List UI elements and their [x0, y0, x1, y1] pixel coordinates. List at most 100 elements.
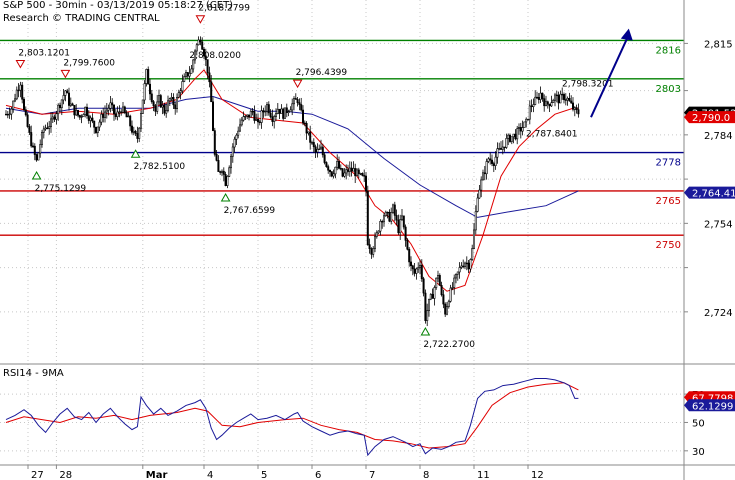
rsi-box: [684, 399, 735, 412]
candle-body: [100, 113, 103, 123]
candle-body: [134, 130, 137, 134]
candle-body: [510, 136, 513, 142]
candle-body: [78, 114, 81, 118]
candle-body: [116, 111, 119, 117]
candle-body: [96, 126, 99, 133]
candle-body: [40, 131, 43, 145]
candle-body: [255, 119, 258, 121]
candle-body: [413, 268, 416, 274]
candle-body: [557, 94, 560, 104]
candle-body: [62, 95, 65, 101]
candle-body: [235, 134, 238, 140]
candle-body: [222, 170, 225, 175]
candle-body: [327, 166, 330, 171]
price-annotation: 2,782.5100: [134, 162, 186, 172]
candle-body: [49, 118, 52, 127]
candle-body: [395, 215, 398, 221]
candle-body: [28, 126, 31, 133]
candle-body: [188, 72, 191, 77]
candle-body: [276, 108, 279, 114]
price-tick-label: 2,784: [704, 131, 733, 142]
candle-body: [215, 154, 218, 161]
candle-body: [438, 275, 441, 286]
candle-body: [294, 98, 297, 100]
candle-body: [575, 107, 578, 110]
candle-body: [208, 72, 211, 83]
candle-body: [120, 111, 123, 113]
candle-body: [264, 110, 267, 113]
candle-body: [256, 119, 259, 123]
candle-body: [386, 211, 389, 214]
candle-body: [368, 244, 371, 250]
candle-body: [177, 92, 180, 98]
rsi-title: RSI14 - 9MA: [3, 368, 64, 379]
peak-marker: [60, 69, 71, 79]
candle-body: [283, 107, 286, 119]
rsi-tick-label: 50: [692, 418, 705, 429]
trough-marker: [31, 171, 42, 180]
candle-body: [496, 148, 499, 158]
level-label: 2778: [656, 158, 681, 169]
candle-body: [555, 94, 558, 97]
candle-body: [71, 103, 74, 106]
candle-body: [84, 106, 87, 115]
candle-body: [420, 264, 423, 280]
candle-body: [69, 103, 72, 106]
candle-body: [436, 275, 439, 279]
candle-body: [408, 248, 411, 263]
candle-body: [30, 132, 33, 147]
candle-body: [138, 127, 141, 139]
candle-body: [118, 111, 121, 113]
rsi-box-label: 62.1299: [692, 401, 733, 412]
candle-body: [480, 179, 483, 191]
candle-body: [39, 144, 42, 154]
candle-body: [483, 172, 486, 175]
candle-body: [12, 100, 15, 110]
candle-body: [244, 115, 247, 118]
price-annotation: 2,767.6599: [224, 206, 276, 216]
price-annotation: 2,808.0200: [189, 51, 241, 61]
chart-source: Research © TRADING CENTRAL: [3, 13, 160, 24]
candle-body: [341, 168, 344, 177]
candle-body: [523, 121, 526, 128]
candle-body: [217, 160, 220, 172]
level-label: 2803: [656, 84, 681, 95]
candle-body: [292, 98, 295, 105]
peak-marker: [15, 59, 26, 69]
candle-body: [143, 83, 146, 101]
price-tick-label: 2,724: [704, 308, 733, 319]
candle-body: [190, 68, 193, 74]
candle-body: [89, 117, 92, 121]
candle-body: [447, 300, 450, 307]
candle-body: [161, 105, 164, 108]
candle-body: [274, 113, 277, 117]
candle-body: [253, 110, 256, 121]
candle-body: [332, 173, 335, 177]
candle-body: [485, 161, 488, 175]
candle-body: [226, 176, 229, 186]
candle-body: [132, 130, 135, 133]
candle-body: [537, 97, 540, 100]
candle-body: [37, 152, 40, 161]
rsi-line: [5, 378, 579, 457]
candle-body: [181, 81, 184, 92]
candle-body: [267, 104, 270, 114]
candle-body: [409, 261, 412, 267]
candle-body: [224, 174, 227, 186]
candle-body: [183, 76, 186, 82]
candle-body: [507, 134, 510, 139]
candle-body: [471, 248, 474, 260]
candle-body: [105, 109, 108, 113]
candle-body: [492, 163, 495, 166]
candle-body: [336, 161, 339, 168]
candle-body: [109, 102, 112, 109]
candle-body: [158, 95, 161, 103]
candle-body: [66, 90, 69, 94]
candle-body: [17, 89, 20, 92]
candle-body: [282, 108, 285, 119]
candle-body: [201, 41, 204, 50]
candle-body: [364, 175, 367, 192]
candle-body: [561, 93, 564, 96]
